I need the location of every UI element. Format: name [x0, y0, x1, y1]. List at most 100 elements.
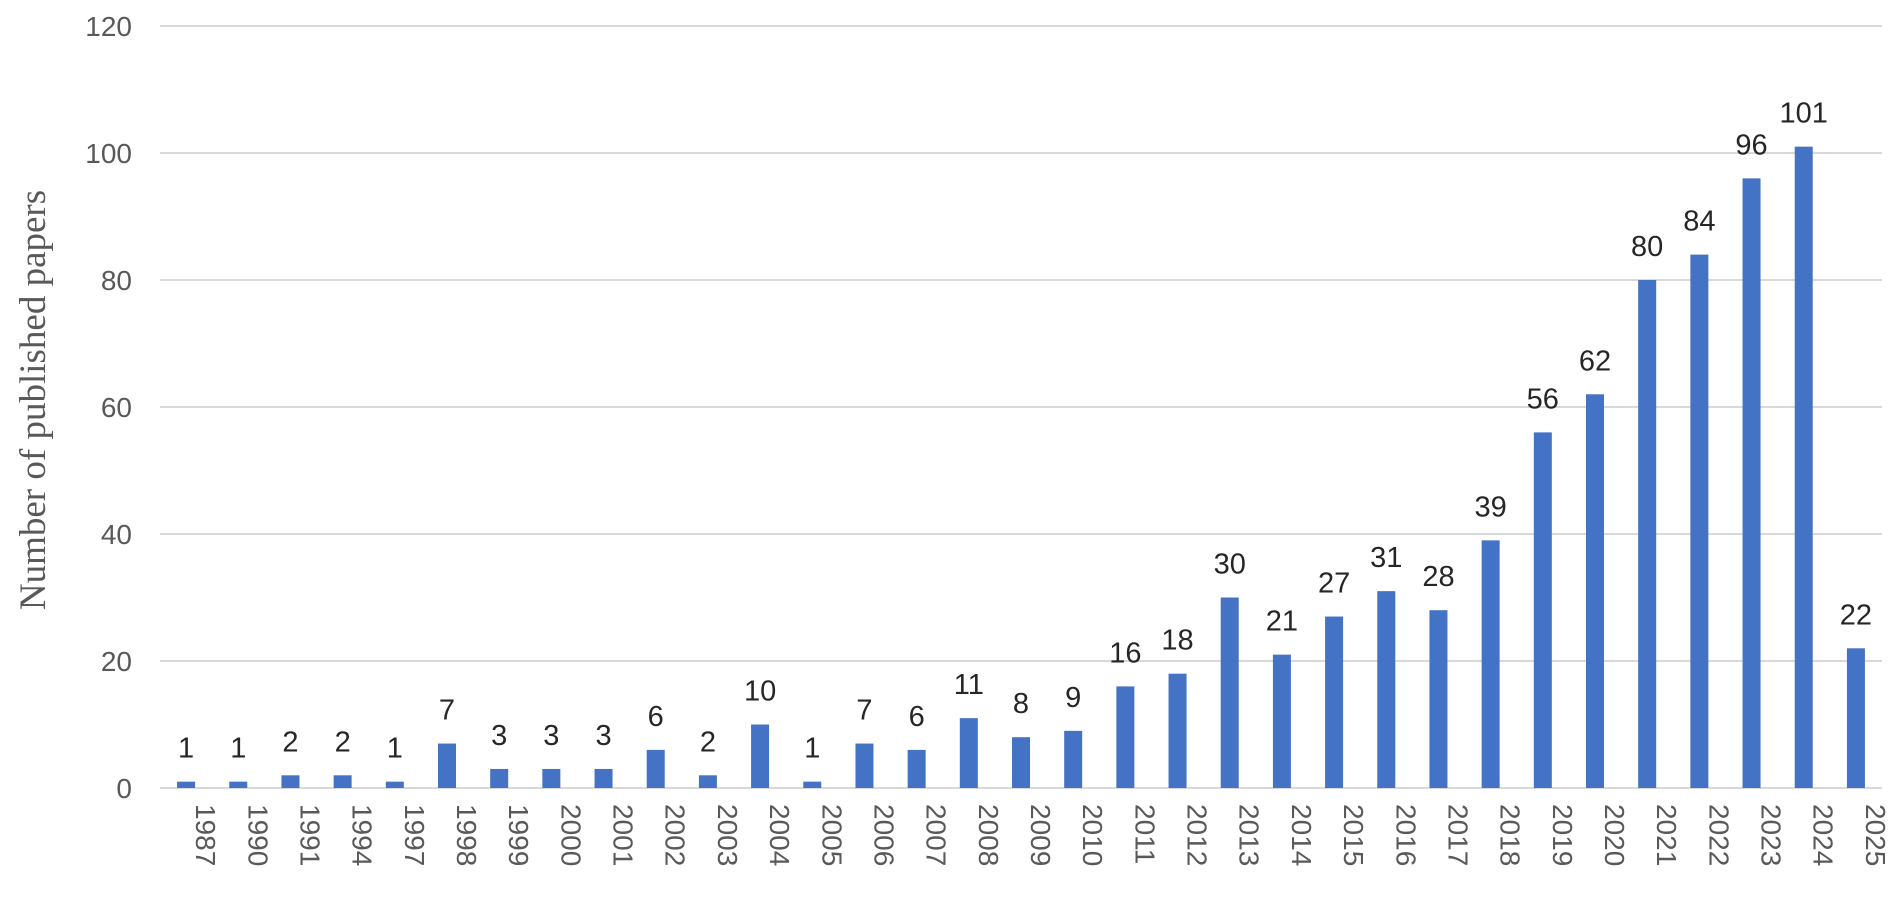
data-label-1999: 3 [491, 720, 507, 752]
data-label-2004: 10 [744, 676, 776, 708]
data-label-2021: 80 [1631, 231, 1663, 263]
x-tick-label-2012: 2012 [1182, 804, 1213, 866]
x-tick-label-2021: 2021 [1651, 804, 1682, 866]
bar-2005 [803, 781, 822, 788]
bar-2022 [1690, 254, 1709, 789]
bar-2006 [855, 743, 874, 788]
x-axis-ticks: 1987 1990 1991 1994 1997 1998 1999 2000 2001 2002… [190, 804, 1890, 866]
x-tick-label-2020: 2020 [1599, 804, 1630, 866]
x-tick-label-2009: 2009 [1025, 804, 1056, 866]
x-tick-label-1997: 1997 [399, 804, 430, 866]
data-label-2017: 28 [1422, 561, 1454, 593]
data-label-2003: 2 [700, 726, 716, 758]
bar-2018 [1481, 540, 1500, 788]
y-tick-label: 20 [101, 646, 132, 677]
data-label-2008: 11 [954, 669, 984, 701]
data-label-2024: 101 [1780, 98, 1828, 130]
bar-2011 [1116, 686, 1135, 788]
bar-1994 [333, 775, 352, 788]
data-label-2013: 30 [1214, 549, 1246, 581]
bar-2007 [907, 749, 926, 788]
x-tick-label-1994: 1994 [347, 804, 378, 866]
x-tick-label-2005: 2005 [816, 804, 847, 866]
data-label-2009: 8 [1013, 688, 1029, 720]
bar-1987 [177, 781, 196, 788]
bar-2001 [594, 768, 613, 788]
x-tick-label-2007: 2007 [921, 804, 952, 866]
bar-2009 [1012, 737, 1030, 788]
data-label-2007: 6 [909, 701, 925, 733]
bars [177, 146, 1865, 789]
data-label-2001: 3 [595, 720, 611, 752]
x-tick-label-2017: 2017 [1442, 804, 1473, 866]
x-tick-label-2001: 2001 [608, 804, 639, 866]
x-tick-label-2010: 2010 [1077, 804, 1108, 866]
data-label-2011: 16 [1109, 637, 1141, 669]
data-label-1994: 2 [335, 726, 351, 758]
y-axis-ticks: 0 20 40 60 80 100 120 [85, 11, 132, 804]
data-label-2012: 18 [1161, 625, 1193, 657]
data-label-1990: 1 [230, 733, 246, 765]
x-tick-label-2000: 2000 [555, 804, 586, 866]
bar-2000 [542, 768, 561, 788]
data-label-2016: 31 [1370, 542, 1402, 574]
bar-2013 [1220, 597, 1239, 788]
data-label-1987: 1 [178, 733, 194, 765]
x-tick-label-2002: 2002 [660, 804, 691, 866]
bar-2017 [1429, 610, 1448, 788]
data-label-2014: 21 [1266, 606, 1298, 638]
gridlines [160, 25, 1882, 789]
y-tick-label: 100 [85, 138, 132, 169]
x-tick-label-2018: 2018 [1495, 804, 1526, 866]
y-tick-label: 80 [101, 265, 132, 296]
bar-2010 [1064, 730, 1083, 788]
bar-2008 [959, 718, 978, 788]
x-tick-label-2011: 2011 [1129, 804, 1160, 864]
x-tick-label-2025: 2025 [1860, 804, 1890, 866]
x-tick-label-1999: 1999 [503, 804, 534, 866]
data-label-2005: 1 [804, 733, 820, 765]
data-label-1991: 2 [282, 726, 298, 758]
data-label-2002: 6 [648, 701, 664, 733]
x-tick-label-1987: 1987 [190, 804, 221, 866]
bar-1998 [438, 743, 456, 788]
data-label-1998: 7 [439, 695, 455, 727]
data-label-2018: 39 [1475, 491, 1507, 523]
x-tick-label-2024: 2024 [1808, 804, 1839, 866]
data-label-2023: 96 [1735, 129, 1767, 161]
y-tick-label: 40 [101, 519, 132, 550]
bar-1999 [490, 768, 509, 788]
y-axis-title: Number of published papers [13, 190, 54, 610]
x-tick-label-1990: 1990 [242, 804, 273, 866]
bar-2012 [1168, 673, 1187, 788]
y-tick-label: 0 [116, 773, 132, 804]
x-tick-label-2023: 2023 [1756, 804, 1787, 866]
bar-2019 [1533, 432, 1552, 788]
bar-2025 [1846, 648, 1865, 788]
x-tick-label-2013: 2013 [1234, 804, 1265, 866]
bar-1991 [281, 775, 300, 788]
bar-2003 [698, 775, 717, 788]
bar-2020 [1586, 394, 1604, 788]
x-tick-label-2008: 2008 [973, 804, 1004, 866]
x-tick-label-2015: 2015 [1338, 804, 1369, 866]
data-label-2015: 27 [1318, 568, 1350, 600]
data-label-2025: 22 [1840, 599, 1872, 631]
data-label-2020: 62 [1579, 345, 1611, 377]
bar-2024 [1794, 146, 1813, 788]
data-label-2019: 56 [1527, 383, 1559, 415]
x-tick-label-1991: 1991 [294, 804, 325, 866]
data-label-2000: 3 [543, 720, 559, 752]
x-tick-label-2022: 2022 [1703, 804, 1734, 866]
bar-2021 [1638, 280, 1657, 788]
y-tick-label: 60 [101, 392, 132, 423]
bar-1990 [229, 781, 248, 788]
data-label-1997: 1 [387, 733, 403, 765]
bar-2023 [1742, 178, 1761, 788]
x-tick-label-2003: 2003 [712, 804, 743, 866]
bar-2014 [1272, 654, 1291, 788]
bar-2016 [1377, 591, 1396, 788]
bar-1997 [385, 781, 404, 788]
